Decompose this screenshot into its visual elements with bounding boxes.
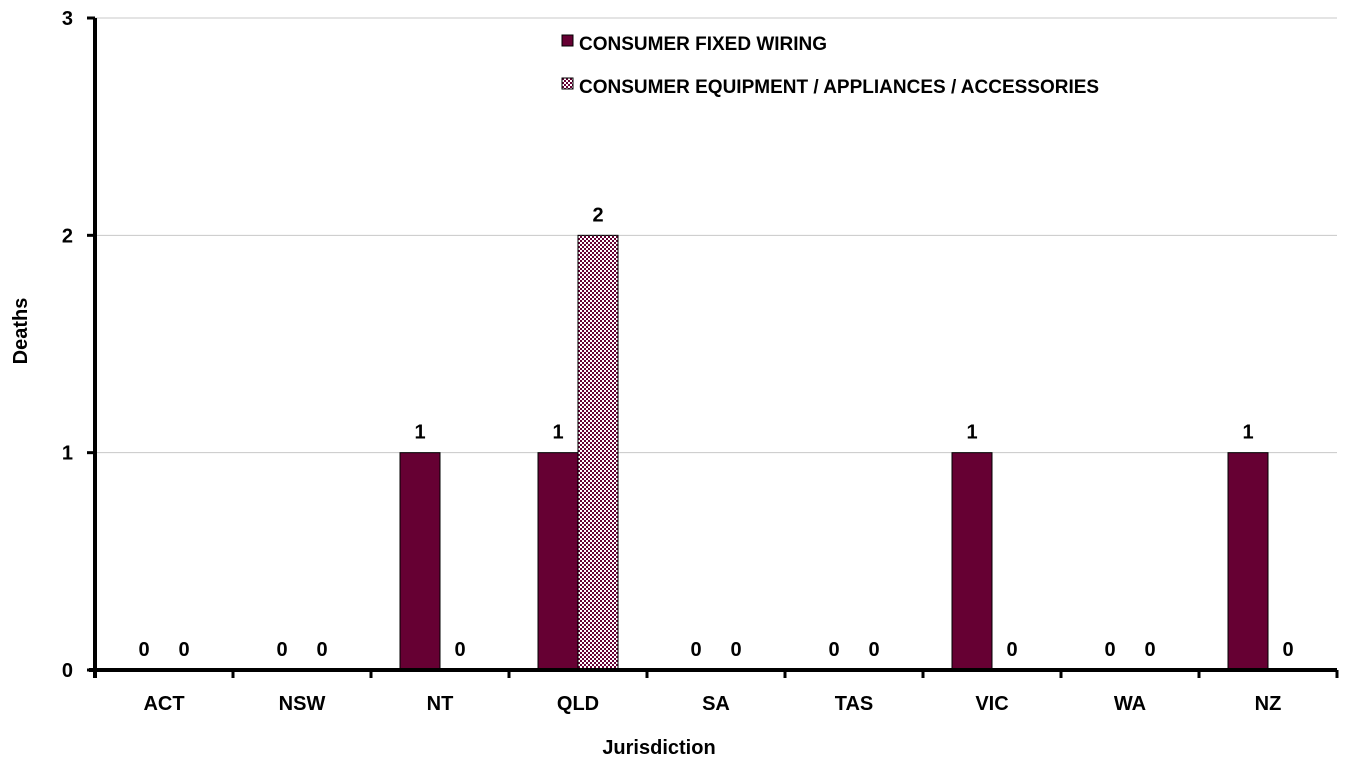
x-tick-label-wa: WA [1114,693,1146,715]
gridlines [95,17,1337,454]
data-label-wa-series-2: 0 [1144,639,1155,661]
x-tick-label-tas: TAS [835,693,874,715]
data-label-qld-series-1: 1 [552,422,563,444]
bar-qld-series-2 [577,234,619,671]
data-label-act-series-2: 0 [178,639,189,661]
y-tick-label-3: 3 [62,8,73,30]
bar-nt-series-1 [399,452,441,671]
data-label-nsw-series-2: 0 [316,639,327,661]
data-label-vic-series-1: 1 [966,422,977,444]
data-label-sa-series-1: 0 [690,639,701,661]
data-label-nt-series-1: 1 [414,422,425,444]
bar-vic-series-1 [951,452,993,671]
bars [399,234,1269,671]
labels: 0 0 ACT 0 0 NSW 1 0 NT 1 2 QLD 0 0 SA 0 0 TAS 1 0 VIC 0 0 WA 1 0 N… [62,8,1294,715]
legend-label-1: CONSUMER FIXED WIRING [579,34,827,55]
x-axis-title: Jurisdiction [602,737,715,759]
bar-nz-series-1 [1227,452,1269,671]
data-label-nt-series-2: 0 [454,639,465,661]
bar-qld-series-1 [537,452,579,671]
y-tick-label-2: 2 [62,225,73,247]
data-label-nz-series-2: 0 [1282,639,1293,661]
x-tick-label-qld: QLD [557,693,599,715]
data-label-wa-series-1: 0 [1104,639,1115,661]
data-label-sa-series-2: 0 [730,639,741,661]
legend-swatch-2 [561,77,574,90]
axes [87,16,1339,678]
data-label-nsw-series-1: 0 [276,639,287,661]
y-tick-label-0: 0 [62,660,73,682]
x-tick-label-act: ACT [143,693,184,715]
y-axis-title: Deaths [10,298,32,365]
x-tick-label-nsw: NSW [279,693,326,715]
data-label-tas-series-1: 0 [828,639,839,661]
data-label-qld-series-2: 2 [592,204,603,226]
data-label-act-series-1: 0 [138,639,149,661]
legend-swatch-1 [561,34,574,47]
x-tick-label-nt: NT [427,693,454,715]
data-label-vic-series-2: 0 [1006,639,1017,661]
y-tick-label-1: 1 [62,443,73,465]
data-label-nz-series-1: 1 [1242,422,1253,444]
x-tick-label-sa: SA [702,693,730,715]
x-tick-label-nz: NZ [1255,693,1282,715]
x-tick-label-vic: VIC [975,693,1008,715]
legend: CONSUMER FIXED WIRING CONSUMER EQUIPMENT … [561,34,1099,98]
legend-label-2: CONSUMER EQUIPMENT / APPLIANCES / ACCESS… [579,77,1099,98]
data-label-tas-series-2: 0 [868,639,879,661]
